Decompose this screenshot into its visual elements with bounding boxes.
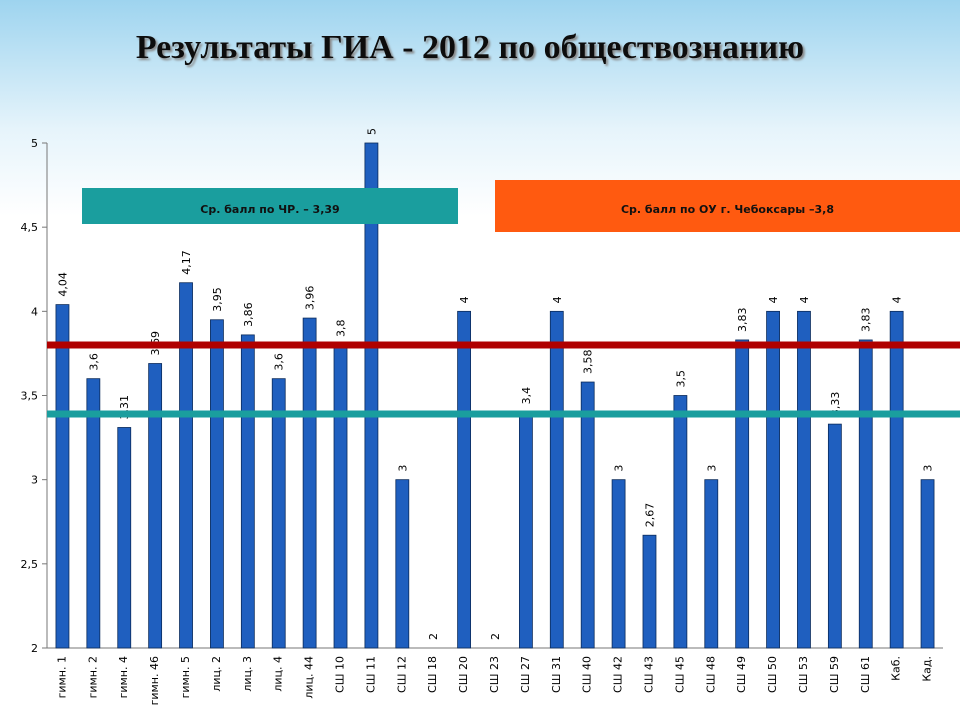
x-tick-label: СШ 23 [488, 656, 501, 693]
x-tick-label: СШ 20 [457, 656, 470, 693]
bar [364, 142, 379, 649]
value-label: 3,6 [87, 353, 100, 371]
x-tick-label: гимн. 4 [117, 656, 130, 698]
x-tick-label: СШ 10 [334, 656, 347, 693]
x-tick-label: Кад. [921, 656, 934, 682]
reference-box [495, 180, 960, 232]
value-label: 3,95 [211, 287, 224, 312]
bar [457, 310, 472, 649]
x-tick-label: СШ 61 [859, 656, 872, 693]
value-label: 3,83 [860, 307, 873, 332]
bar [673, 395, 688, 649]
bar [179, 282, 193, 649]
value-label: 3,58 [582, 350, 595, 375]
x-tick-label: СШ 42 [612, 656, 625, 693]
value-label: 4 [458, 296, 471, 303]
bar [395, 479, 410, 649]
x-tick-label: гимн. 2 [86, 656, 99, 698]
x-tick-label: гимн. 5 [179, 656, 192, 698]
x-tick-label: СШ 59 [828, 656, 841, 693]
value-label: 2 [489, 633, 502, 640]
value-label: 3,6 [273, 353, 286, 371]
bar [86, 378, 101, 649]
y-tick-label: 4 [31, 305, 38, 318]
y-tick-label: 5 [31, 137, 38, 150]
value-label: 3 [922, 465, 935, 472]
value-label: 3 [613, 465, 626, 472]
x-tick-label: Каб. [890, 656, 903, 681]
bar [920, 479, 935, 649]
value-label: 3,4 [520, 387, 533, 405]
bar [240, 334, 255, 649]
value-label: 3,96 [304, 286, 317, 311]
bar [858, 339, 873, 649]
bar [611, 479, 626, 649]
x-tick-label: СШ 45 [673, 656, 686, 693]
x-tick-label: лиц. 3 [241, 656, 254, 692]
bar [271, 378, 286, 649]
value-label: 4 [891, 296, 904, 303]
x-tick-label: СШ 12 [395, 656, 408, 693]
x-tick-label: СШ 40 [581, 656, 594, 693]
value-label: 3,83 [736, 307, 749, 332]
bar [117, 427, 132, 649]
bar [55, 304, 70, 649]
x-tick-label: гимн. 46 [148, 656, 161, 705]
y-tick-label: 3 [31, 474, 38, 487]
value-label: 2 [427, 633, 440, 640]
bar [210, 319, 224, 649]
bar [302, 317, 317, 649]
value-label: 4 [767, 296, 780, 303]
value-label: 4,04 [56, 272, 69, 297]
x-tick-label: лиц. 4 [272, 656, 285, 692]
x-tick-label: СШ 18 [426, 656, 439, 693]
x-tick-label: СШ 31 [550, 656, 563, 693]
value-label: 3,5 [674, 370, 687, 388]
reference-box [82, 188, 458, 224]
chart-title: Результаты ГИА - 2012 по обществознанию [136, 29, 804, 66]
value-label: 3,86 [242, 302, 255, 326]
x-tick-label: лиц. 44 [303, 656, 316, 699]
reference-label: Ср. балл по ОУ г. Чебоксары –3,8 [621, 203, 834, 216]
bar [889, 310, 904, 649]
bar [148, 363, 163, 649]
y-tick-label: 4,5 [21, 221, 39, 234]
x-tick-label: СШ 27 [519, 656, 532, 693]
x-tick-label: гимн. 1 [55, 656, 68, 698]
bar [518, 411, 533, 649]
y-tick-label: 3,5 [21, 390, 39, 403]
x-tick-label: СШ 11 [364, 656, 377, 693]
y-tick-label: 2,5 [21, 558, 39, 571]
bar [766, 310, 780, 649]
bar [797, 310, 811, 649]
x-tick-label: лиц. 2 [210, 656, 223, 692]
x-tick-label: СШ 48 [704, 656, 717, 693]
bar [549, 310, 564, 649]
bar [735, 339, 750, 649]
value-label: 4 [798, 296, 811, 303]
bar [704, 479, 719, 649]
value-label: 4,17 [180, 250, 193, 275]
y-tick-label: 2 [31, 642, 38, 655]
value-label: 4 [551, 296, 564, 303]
value-label: 3 [396, 465, 409, 472]
bar [827, 423, 842, 649]
value-label: 3,33 [829, 392, 842, 417]
x-tick-label: СШ 50 [766, 656, 779, 693]
bar [642, 534, 657, 649]
value-label: 3 [705, 465, 718, 472]
value-label: 5 [365, 128, 378, 135]
value-label: 2,67 [643, 503, 656, 528]
value-label: 3,8 [335, 320, 348, 338]
bar [333, 344, 348, 649]
x-tick-label: СШ 43 [642, 656, 655, 693]
bar [580, 381, 595, 649]
x-tick-label: СШ 53 [797, 656, 810, 693]
reference-label: Ср. балл по ЧР. – 3,39 [200, 203, 339, 216]
x-tick-label: СШ 49 [735, 656, 748, 693]
